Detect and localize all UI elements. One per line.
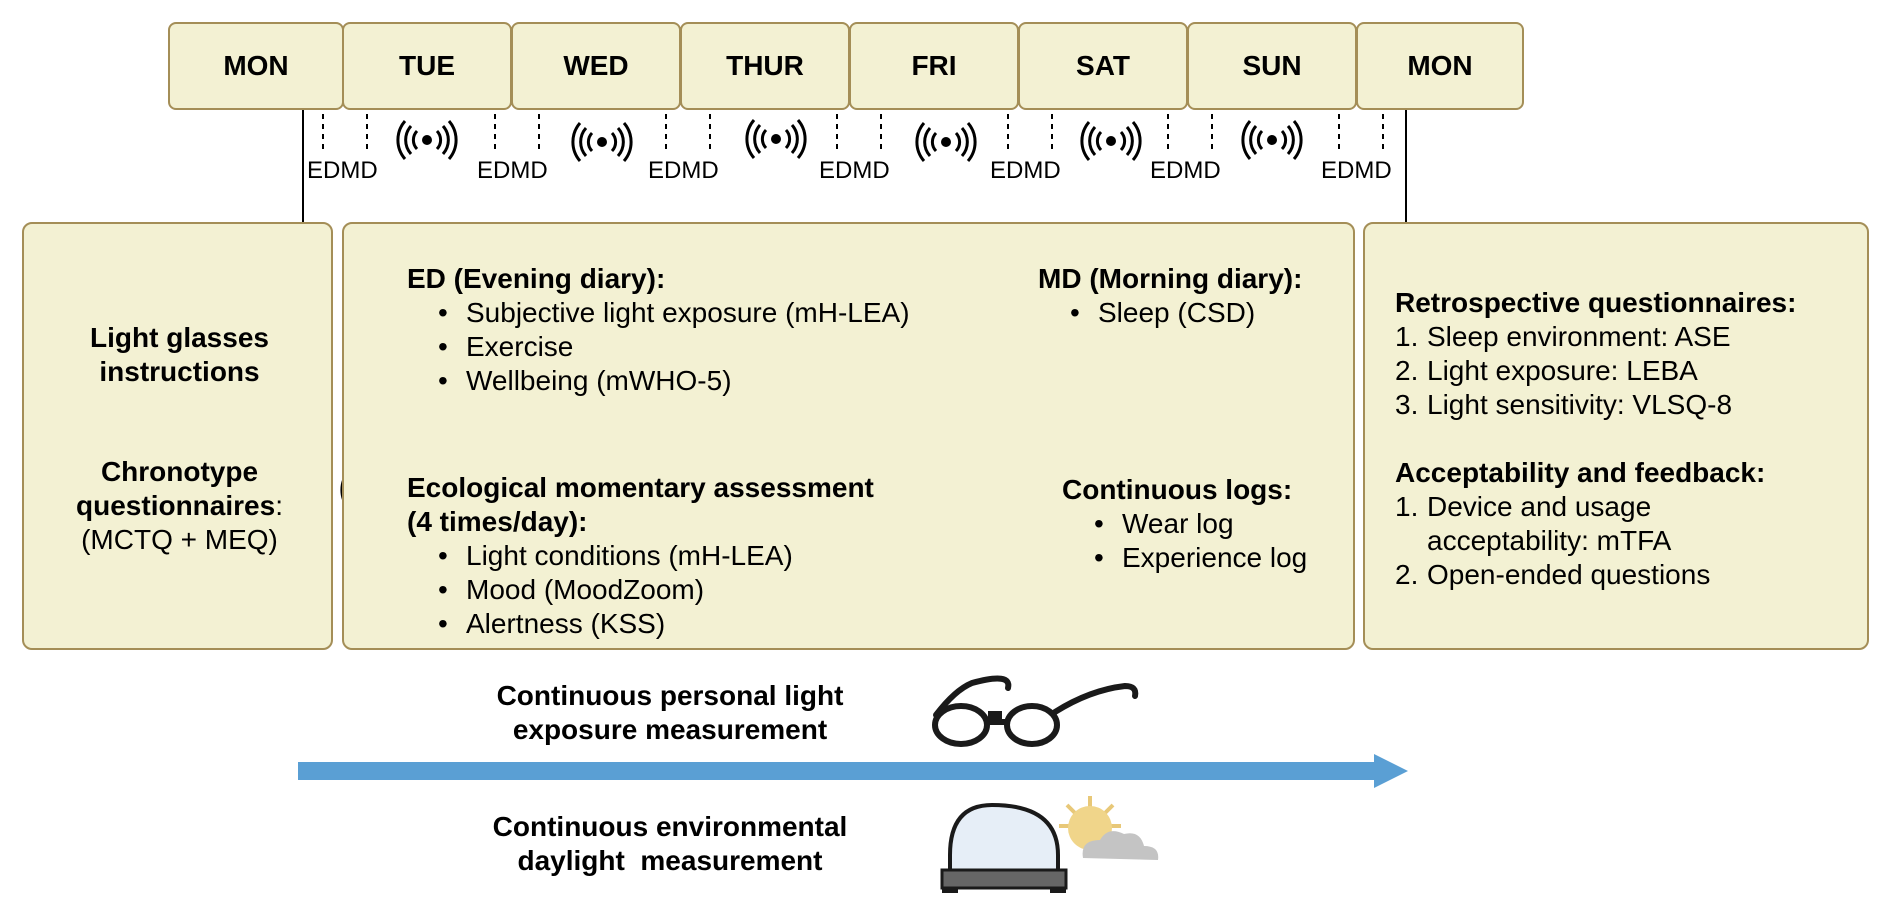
ed-md-label: EDMD [307, 157, 378, 185]
glasses-icon [932, 675, 1139, 747]
day-label: SUN [1242, 50, 1302, 81]
onboarding-box: Light glasses instructions Chronotype qu… [22, 222, 333, 650]
md-label: MD [1023, 157, 1061, 184]
list-item: Wellbeing (mWHO-5) [430, 364, 910, 398]
list-item-text: Device and usage acceptability: mTFA [1427, 491, 1672, 556]
day-thur: THUR [680, 22, 850, 110]
list-item: Experience log [1086, 541, 1307, 575]
ed-label: ED [477, 157, 511, 184]
md-label: MD [510, 157, 548, 184]
md-label: MD [852, 157, 890, 184]
daylight-sensor-icon [940, 802, 1068, 893]
list-item: 1. Sleep environment: ASE [1395, 321, 1731, 352]
continuous-logs-title: Continuous logs: [1062, 474, 1293, 505]
wireless-signal-icon [915, 121, 977, 163]
ema-title-line-1: Ecological momentary assessment [407, 472, 874, 503]
sun-cloud-icon [1059, 796, 1159, 860]
ema-title-line-2: (4 times/day): [407, 506, 588, 537]
personal-line-1: Continuous personal light [496, 680, 844, 711]
day-label: SAT [1076, 50, 1130, 81]
chronotype-detail: (MCTQ + MEQ) [81, 524, 278, 555]
day-label: THUR [726, 50, 804, 81]
environmental-daylight-measurement-label: Continuous environmental daylight measur… [480, 810, 860, 878]
environmental-line-1: Continuous environmental [492, 811, 848, 842]
environmental-line-2: daylight measurement [517, 845, 823, 876]
md-label: MD [1183, 157, 1221, 184]
daily-assessment-box: ED (Evening diary): Subjective light exp… [342, 222, 1355, 650]
list-item-text: Light sensitivity: VLSQ-8 [1427, 389, 1733, 420]
light-glasses-instructions: Light glasses instructions [90, 322, 269, 387]
list-item-text: Sleep environment: ASE [1427, 321, 1731, 352]
wireless-signal-icon [745, 118, 807, 160]
ed-label: ED [648, 157, 682, 184]
day-wed: WED [511, 22, 681, 110]
list-item: Sleep (CSD) [1062, 296, 1255, 330]
morning-diary-list: Sleep (CSD) [1062, 296, 1255, 330]
day-tue: TUE [342, 22, 512, 110]
ema-title: Ecological momentary assessment (4 times… [407, 471, 874, 539]
personal-line-2: exposure measurement [512, 714, 828, 745]
ed-label: ED [307, 157, 341, 184]
ed-label: ED [990, 157, 1024, 184]
wireless-signal-icon [396, 119, 458, 161]
personal-light-measurement-label: Continuous personal light exposure measu… [480, 679, 860, 747]
day-sat: SAT [1018, 22, 1188, 110]
acceptability-title: Acceptability and feedback: [1395, 457, 1766, 488]
evening-diary-list: Subjective light exposure (mH-LEA) Exerc… [430, 296, 910, 398]
morning-diary-title: MD (Morning diary): [1038, 263, 1303, 294]
wireless-signal-icon [1241, 119, 1303, 161]
wireless-signal-icon [1080, 120, 1142, 162]
diary-marker-lines [322, 114, 1384, 152]
list-item: Exercise [430, 330, 910, 364]
chronotype-questionnaires: Chronotype questionnaires: (MCTQ + MEQ) [29, 455, 330, 557]
retrospective-list: 1. Sleep environment: ASE 2. Light exposur… [1395, 320, 1855, 422]
list-item: Light conditions (mH-LEA) [430, 539, 793, 573]
continuous-logs-list: Wear log Experience log [1086, 507, 1307, 575]
list-item: Wear log [1086, 507, 1307, 541]
ed-md-label: EDMD [1321, 157, 1392, 185]
ed-label: ED [1150, 157, 1184, 184]
day-sun: SUN [1187, 22, 1357, 110]
md-label: MD [1354, 157, 1392, 184]
list-item: Alertness (KSS) [430, 607, 793, 641]
ed-md-label: EDMD [1150, 157, 1221, 185]
ema-list: Light conditions (mH-LEA) Mood (MoodZoom… [430, 539, 793, 641]
retrospective-title: Retrospective questionnaires: [1395, 287, 1797, 318]
day-mon-1: MON [168, 22, 344, 110]
ed-md-label: EDMD [648, 157, 719, 185]
list-item: Subjective light exposure (mH-LEA) [430, 296, 910, 330]
ed-label: ED [1321, 157, 1355, 184]
day-label: FRI [911, 50, 957, 81]
evening-diary-title: ED (Evening diary): [407, 263, 666, 294]
chronotype-colon: : [275, 490, 283, 521]
ed-md-label: EDMD [477, 157, 548, 185]
list-item: 1. Device and usage acceptability: mTFA [1395, 491, 1672, 556]
ed-md-label: EDMD [990, 157, 1061, 185]
ed-md-label: EDMD [819, 157, 890, 185]
list-item: 2. Open-ended questions [1395, 559, 1711, 590]
follow-up-box: Retrospective questionnaires: 1. Sleep en… [1363, 222, 1869, 650]
day-mon-2: MON [1356, 22, 1524, 110]
ed-label: ED [819, 157, 853, 184]
list-item: 2. Light exposure: LEBA [1395, 355, 1698, 386]
list-item: 3. Light sensitivity: VLSQ-8 [1395, 389, 1733, 420]
md-label: MD [681, 157, 719, 184]
acceptability-list: 1. Device and usage acceptability: mTFA 2… [1395, 490, 1711, 592]
md-label: MD [340, 157, 378, 184]
chronotype-title: Chronotype questionnaires [76, 456, 276, 521]
day-label: WED [563, 50, 629, 81]
list-item: Mood (MoodZoom) [430, 573, 793, 607]
day-label: MON [1407, 50, 1473, 81]
day-label: TUE [399, 50, 455, 81]
wireless-signal-icon [571, 121, 633, 163]
timeline-arrow-head [1374, 754, 1408, 788]
day-label: MON [223, 50, 289, 81]
list-item-text: Open-ended questions [1427, 559, 1711, 590]
timeline-arrow-shaft [298, 762, 1378, 780]
list-item-text: Light exposure: LEBA [1427, 355, 1698, 386]
day-fri: FRI [849, 22, 1019, 110]
